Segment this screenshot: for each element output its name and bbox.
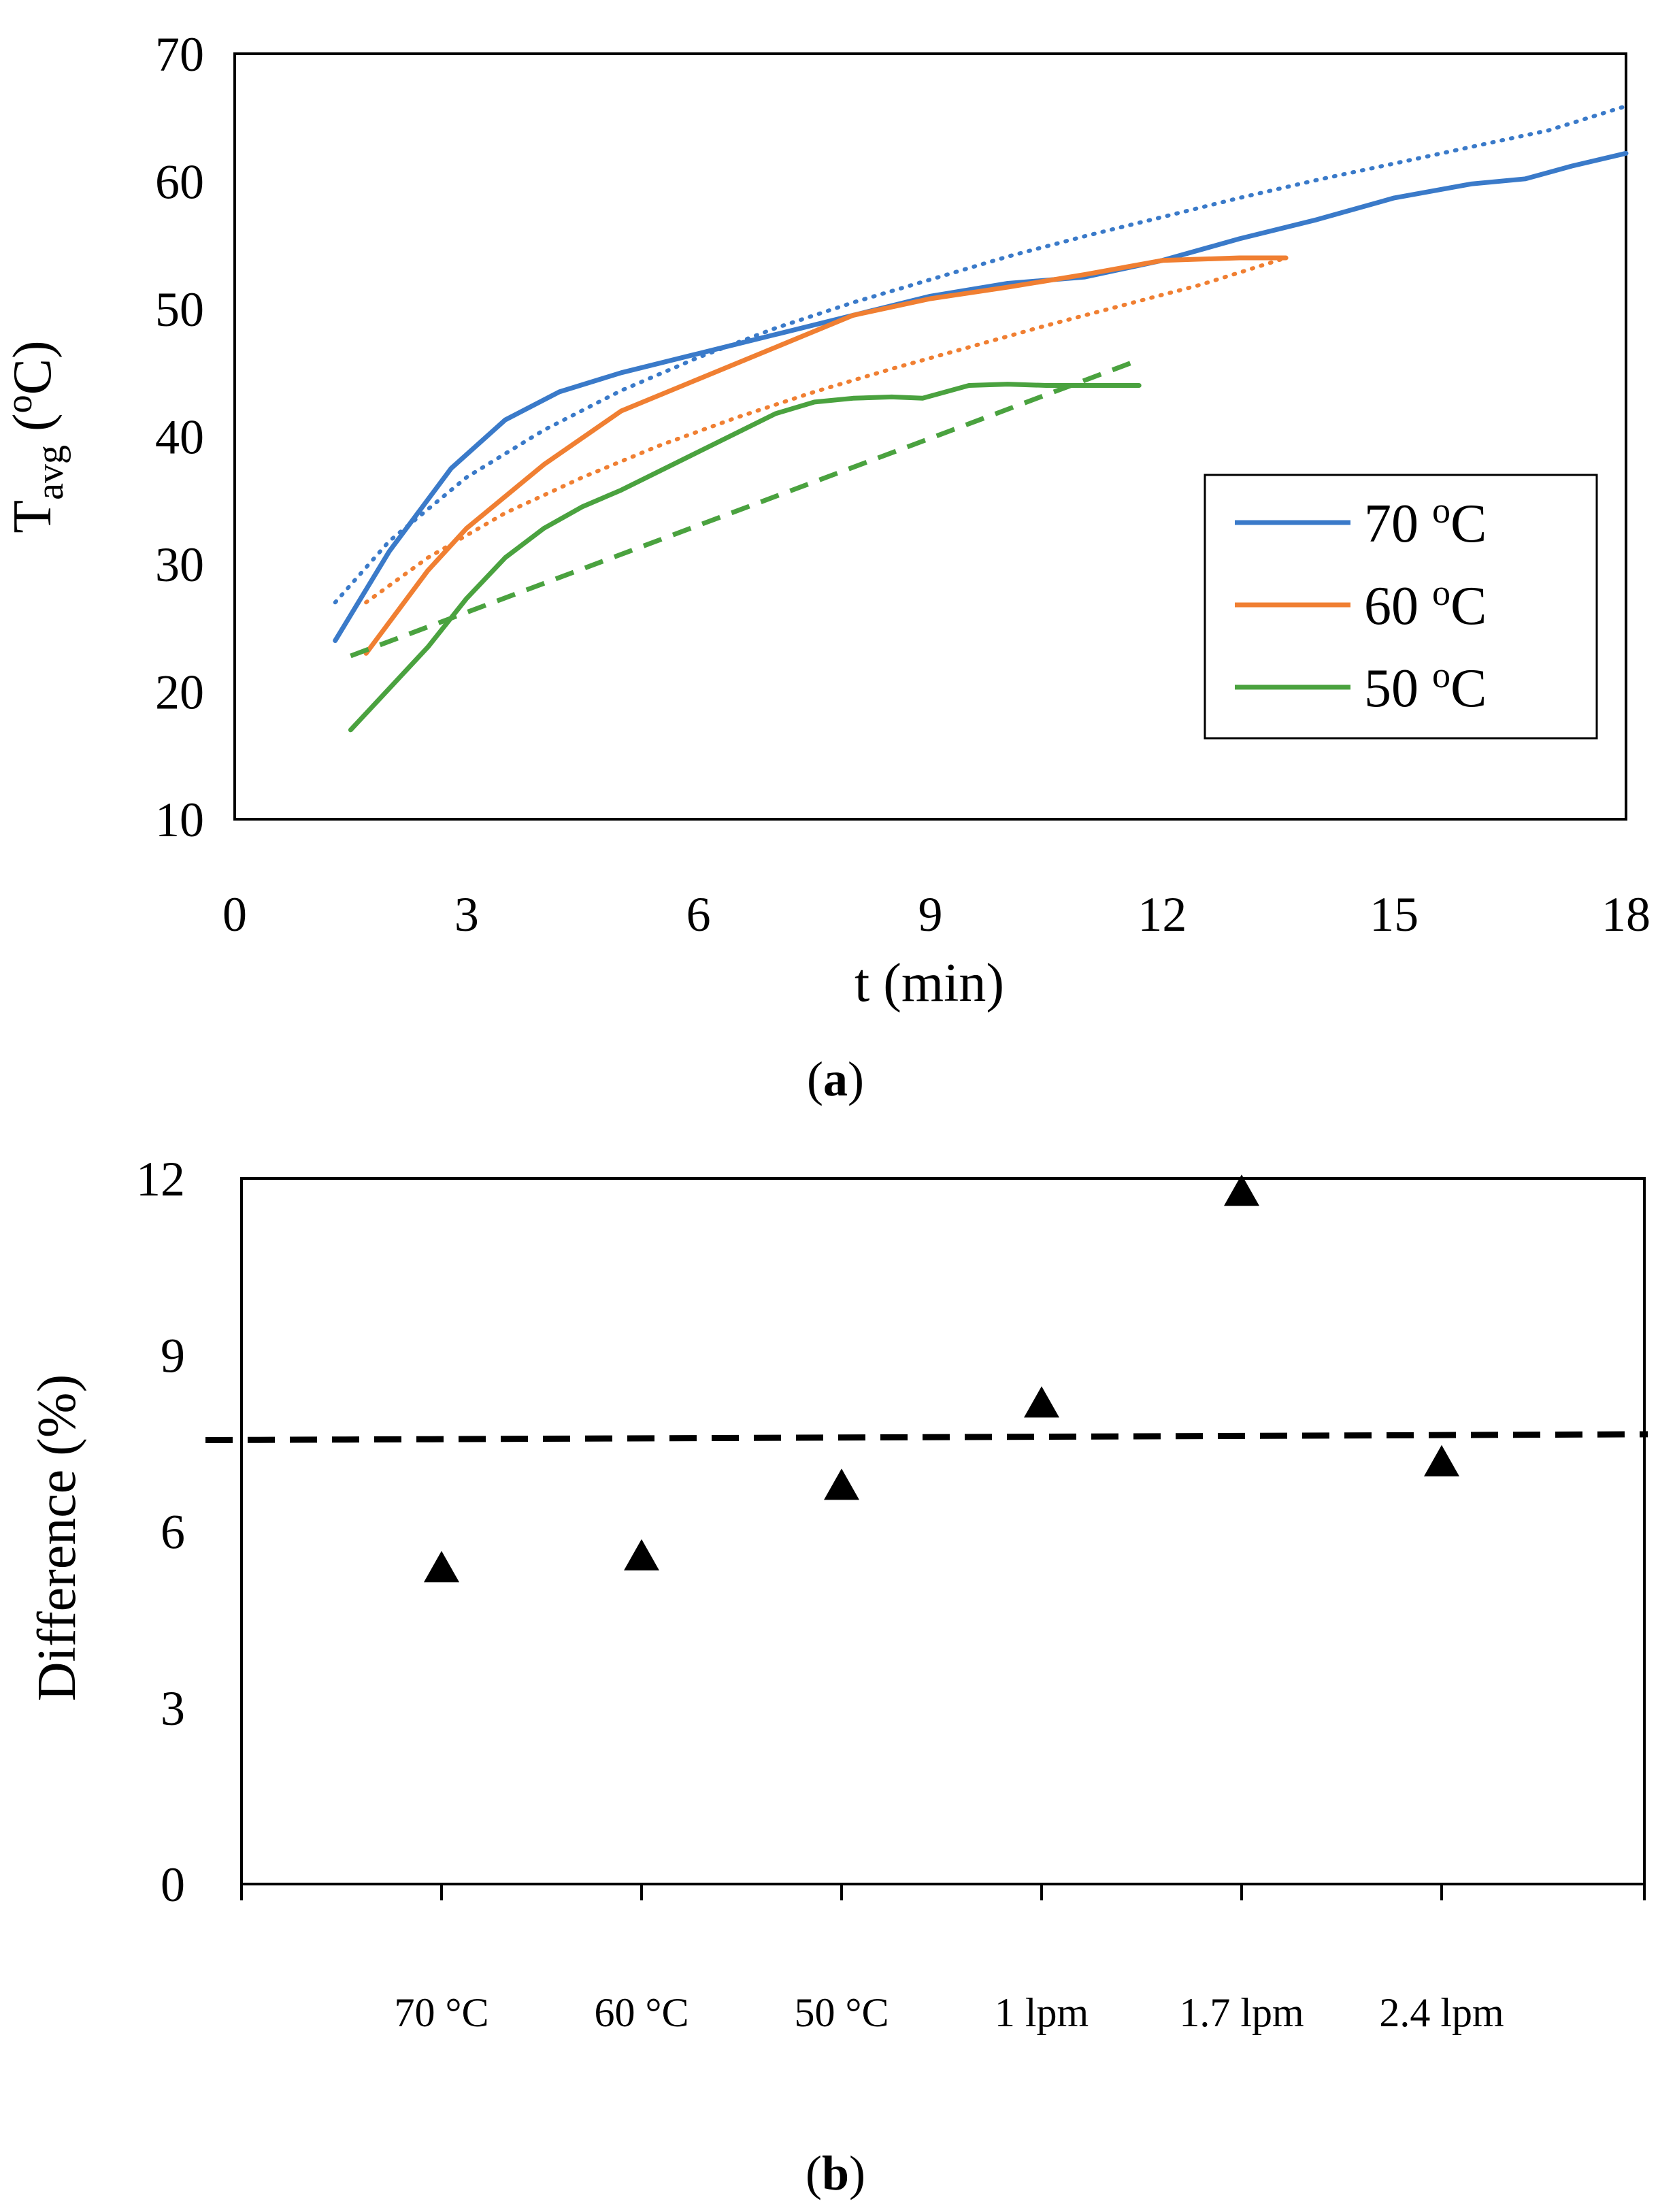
data-point-triangle-4	[1224, 1174, 1259, 1206]
y-tick-label-10: 10	[155, 793, 204, 847]
data-point-triangle-3	[1024, 1386, 1059, 1418]
legend-degree-sup: o	[1432, 490, 1450, 531]
panel-a-ylabel-unit-sup: o	[0, 395, 39, 413]
panel-b-x-tick-marks	[240, 1884, 1646, 1900]
data-point-triangle-0	[424, 1551, 459, 1583]
series-line-70-c-fit	[333, 103, 1628, 605]
y-tick-label-6: 6	[161, 1505, 185, 1559]
panel-a-ylabel-unit-close: C)	[3, 340, 63, 395]
panel-a-ylabel-main: T	[3, 500, 63, 533]
panel-a-x-tick-labels: 0 3 6 9 12 15 18	[222, 887, 1651, 942]
panel-b-y-tick-labels: 0 3 6 9 12	[136, 1152, 185, 1912]
y-tick-label-50: 50	[155, 282, 204, 337]
panel-b-reference-line	[205, 1431, 1648, 1444]
legend-label-60: 60 oC	[1364, 572, 1487, 636]
y-tick-label-40: 40	[155, 410, 204, 465]
data-point-triangle-2	[824, 1468, 859, 1500]
series-line-50-c-fit	[350, 357, 1140, 659]
panel-b-label: (b)	[806, 2146, 865, 2200]
x-tick-label-0: 0	[222, 887, 247, 942]
category-label-3: 1 lpm	[995, 1990, 1089, 2035]
y-tick-label-60: 60	[155, 155, 204, 210]
panel-a-label: (a)	[807, 1052, 864, 1106]
y-tick-label-9: 9	[161, 1328, 185, 1383]
legend-unit: C	[1450, 494, 1487, 554]
panel-a-ylabel-unit-open: (	[3, 413, 63, 445]
reference-dashed-line	[205, 1431, 1648, 1444]
legend-value: 50	[1364, 659, 1432, 719]
legend-degree-sup: o	[1432, 655, 1450, 695]
series-line-50-c	[348, 382, 1142, 733]
legend-unit: C	[1450, 659, 1487, 719]
legend-label-70: 70 oC	[1364, 490, 1487, 554]
category-label-0: 70 °C	[394, 1990, 488, 2035]
series-line-70-c	[333, 150, 1629, 643]
legend-degree-sup: o	[1432, 572, 1450, 613]
y-tick-label-70: 70	[155, 27, 204, 82]
panel-a-label-letter: a	[823, 1052, 848, 1106]
y-tick-label-12: 12	[136, 1152, 185, 1206]
x-tick-label-6: 6	[686, 887, 711, 942]
panel-a-plot-frame	[233, 52, 1627, 821]
panel-a-label-open: (	[807, 1052, 823, 1106]
legend-value: 60	[1364, 576, 1432, 636]
panel-b-label-close: )	[849, 2146, 865, 2200]
y-tick-label-30: 30	[155, 538, 204, 592]
x-tick-label-3: 3	[454, 887, 479, 942]
panel-a-y-tick-labels: 10 20 30 40 50 60 70	[155, 27, 204, 847]
panel-a-label-close: )	[848, 1052, 864, 1106]
category-label-1: 60 °C	[594, 1990, 689, 2035]
x-tick-label-9: 9	[918, 887, 943, 942]
panel-b-label-open: (	[806, 2146, 822, 2200]
series-line-60-c-fit	[364, 256, 1289, 605]
x-tick-label-12: 12	[1138, 887, 1187, 942]
panel-b-y-axis-title: Difference (%)	[27, 1374, 87, 1701]
panel-b-data-points	[424, 1174, 1459, 1583]
panel-a-x-axis-title: t (min)	[855, 953, 1004, 1013]
legend-label-50: 50 oC	[1364, 655, 1487, 719]
panel-b-plot-frame	[240, 1177, 1646, 1885]
panel-a-ylabel-subscript: avg	[29, 445, 71, 500]
legend-unit: C	[1450, 576, 1487, 636]
panel-b-label-letter: b	[822, 2146, 849, 2200]
data-point-triangle-5	[1424, 1445, 1459, 1476]
x-tick-label-15: 15	[1370, 887, 1419, 942]
category-label-5: 2.4 lpm	[1379, 1990, 1504, 2035]
legend-value: 70	[1364, 494, 1432, 554]
category-label-4: 1.7 lpm	[1179, 1990, 1304, 2035]
y-tick-label-20: 20	[155, 665, 204, 720]
category-label-2: 50 °C	[794, 1990, 889, 2035]
panel-b-category-labels: 70 °C 60 °C 50 °C 1 lpm 1.7 lpm 2.4 lpm	[394, 1990, 1504, 2035]
series-line-60-c	[363, 255, 1289, 656]
y-tick-label-0: 0	[161, 1858, 185, 1912]
x-tick-label-18: 18	[1602, 887, 1651, 942]
panel-a-series-lines	[333, 103, 1629, 733]
data-point-triangle-1	[624, 1539, 659, 1571]
y-tick-label-3: 3	[161, 1681, 185, 1736]
panel-b-scatter-chart: 0 3 6 9 12 70 °C 60 °C 50 °C 1 lpm 1.7 lpm 2.4 lp…	[27, 1152, 1648, 2200]
panel-a-y-axis-title: Tavg (oC)	[0, 340, 71, 533]
